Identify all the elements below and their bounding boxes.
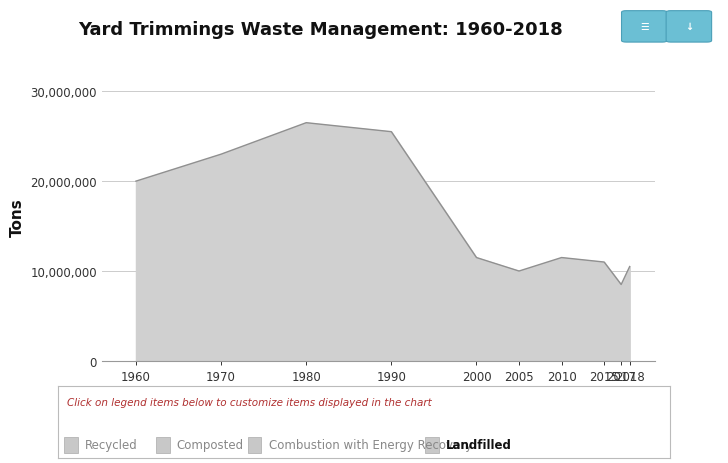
Text: Recycled: Recycled — [85, 438, 138, 451]
Text: ↓: ↓ — [685, 22, 693, 32]
Bar — [64, 437, 78, 453]
Text: ☰: ☰ — [640, 22, 649, 32]
Bar — [156, 437, 170, 453]
Text: Yard Trimmings Waste Management: 1960-2018: Yard Trimmings Waste Management: 1960-20… — [78, 21, 563, 39]
Text: Combustion with Energy Recovery: Combustion with Energy Recovery — [269, 438, 472, 451]
X-axis label: Year: Year — [360, 391, 397, 407]
Text: Landfilled: Landfilled — [446, 438, 512, 451]
Bar — [248, 437, 261, 453]
Text: Composted: Composted — [177, 438, 244, 451]
Bar — [425, 437, 438, 453]
Y-axis label: Tons: Tons — [10, 198, 25, 237]
FancyBboxPatch shape — [666, 12, 711, 43]
Text: Click on legend items below to customize items displayed in the chart: Click on legend items below to customize… — [68, 397, 432, 407]
FancyBboxPatch shape — [622, 12, 667, 43]
